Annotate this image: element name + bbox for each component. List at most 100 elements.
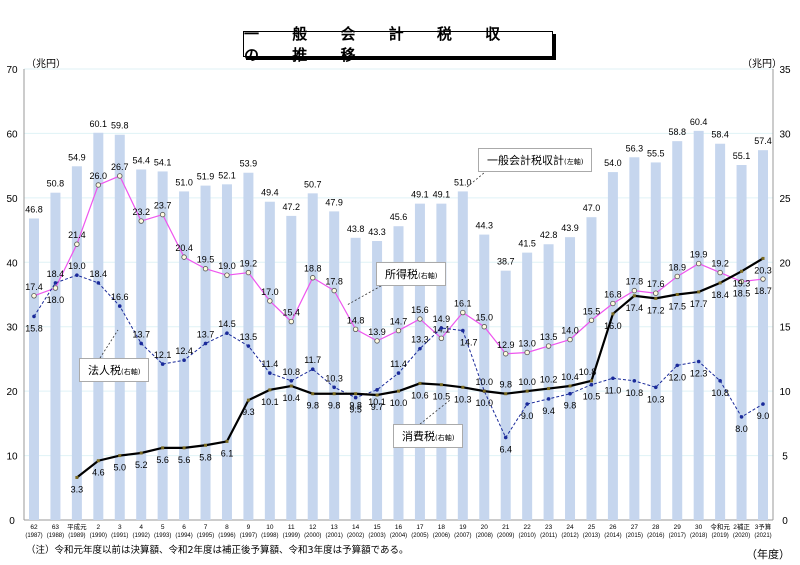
bar [479,234,490,520]
income-tax-value-label: 15.4 [283,308,301,318]
income-tax-value-label: 26.7 [111,162,129,172]
x-tick-sublabel: (2009) [497,533,514,539]
corporate-tax-value-label: 18.4 [90,269,108,279]
corporate-tax-value-label: 10.8 [711,388,729,398]
corporate-tax-point [761,402,765,406]
corporate-tax-value-label: 9.8 [564,401,577,411]
consumption-tax-point [161,446,165,450]
income-tax-point [31,293,37,299]
bar-value-label: 49.4 [261,188,279,198]
consumption-tax-point [75,475,79,479]
right-tick-label: 10 [779,387,791,398]
income-tax-value-label: 16.8 [604,290,622,300]
income-tax-point [267,298,273,304]
x-tick-label: 13 [331,524,339,531]
legend-consumption-tax-label: 消費税 [402,430,435,443]
corporate-tax-point [32,314,36,319]
bar [307,193,318,520]
income-tax-point [674,273,680,280]
bar-value-label: 44.3 [475,221,493,231]
consumption-tax-value-label: 18.4 [711,290,729,300]
corporate-tax-point [439,326,444,330]
consumption-tax-point [482,389,486,393]
corporate-tax-point [718,379,722,383]
right-tick-label: 15 [779,323,791,334]
corporate-tax-point [160,362,165,366]
bar-value-label: 49.1 [411,190,429,200]
consumption-tax-point [418,381,422,385]
consumption-tax-value-label: 5.6 [156,455,169,465]
x-tick-sublabel: (1989) [68,533,85,539]
consumption-tax-value-label: 10.6 [411,390,429,400]
bar-value-label: 38.7 [497,257,515,267]
x-tick-sublabel: (1996) [218,533,235,539]
legend-total: 一般会計税収計(左軸) [478,148,593,172]
consumption-tax-point [439,383,443,387]
income-tax-point [74,241,80,247]
x-tick-label: 5 [161,524,165,531]
x-tick-label: 16 [395,524,403,531]
bar [607,172,618,521]
corporate-tax-value-label: 10.1 [368,397,386,407]
bar-value-label: 53.9 [240,159,258,169]
corporate-tax-point [203,341,208,346]
consumption-tax-point [632,294,636,298]
consumption-tax-value-label: 17.4 [626,303,644,313]
bar [157,171,168,521]
footnote: （注）令和元年度以前は決算額、令和2年度は補正後予算額、令和3年度は予算額である… [26,545,409,556]
corporate-tax-point [525,402,529,406]
x-tick-sublabel: (2000) [304,533,321,539]
consumption-tax-value-label: 5.6 [178,455,191,465]
bar [200,185,211,520]
bar [179,191,190,520]
corporate-tax-value-label: 8.0 [735,424,748,434]
consumption-tax-point [461,385,465,389]
consumption-tax-value-label: 10.0 [390,398,408,408]
x-tick-label: 21 [502,524,510,531]
legend-consumption-tax-axis: (右軸) [435,434,455,442]
bar-value-label: 52.1 [218,170,236,180]
consumption-tax-point [354,392,358,396]
consumption-tax-point [504,392,508,396]
consumption-tax-value-label: 17.7 [690,299,708,309]
consumption-tax-point [225,439,229,443]
income-tax-point [159,211,166,218]
consumption-tax-value-label: 10.4 [283,393,301,403]
corporate-tax-value-label: 14.9 [433,314,451,324]
consumption-tax-point [525,389,529,393]
income-tax-value-label: 14.0 [561,326,579,336]
x-tick-label: 30 [695,524,703,531]
corporate-tax-value-label: 10.3 [325,373,343,383]
corporate-tax-point [503,435,508,440]
consumption-tax-point [397,389,400,393]
bar [350,237,361,520]
bar [414,203,425,521]
income-tax-point [610,300,616,307]
income-tax-value-label: 18.5 [733,289,751,299]
x-tick-sublabel: (2008) [476,533,493,539]
corporate-tax-value-label: 12.1 [154,350,172,360]
legend-corporate-tax-axis: (右軸) [121,368,141,376]
bar [758,150,768,520]
income-tax-point [653,290,659,296]
bar-value-label: 54.1 [154,157,172,167]
corporate-tax-value-label: 10.5 [583,392,601,402]
consumption-tax-point [118,454,122,458]
corporate-tax-value-label: 11.0 [604,385,621,395]
consumption-tax-point [697,290,701,294]
corporate-tax-point [182,358,186,363]
x-tick-label: 8 [225,524,229,531]
right-tick-label: 0 [782,516,788,527]
x-tick-sublabel: (1995) [197,533,214,539]
income-tax-point [138,218,144,224]
x-tick-sublabel: (1988) [47,533,64,539]
consumption-tax-point [332,392,336,396]
consumption-tax-value-label: 9.8 [349,401,362,411]
x-tick-sublabel: (2011) [540,533,557,539]
legend-income-tax-label: 所得税 [385,268,418,281]
bar [71,166,82,520]
x-tick-sublabel: (1997) [240,533,257,539]
bar-value-label: 58.4 [711,130,729,140]
x-tick-sublabel: (1993) [154,533,171,539]
bar [672,141,683,520]
